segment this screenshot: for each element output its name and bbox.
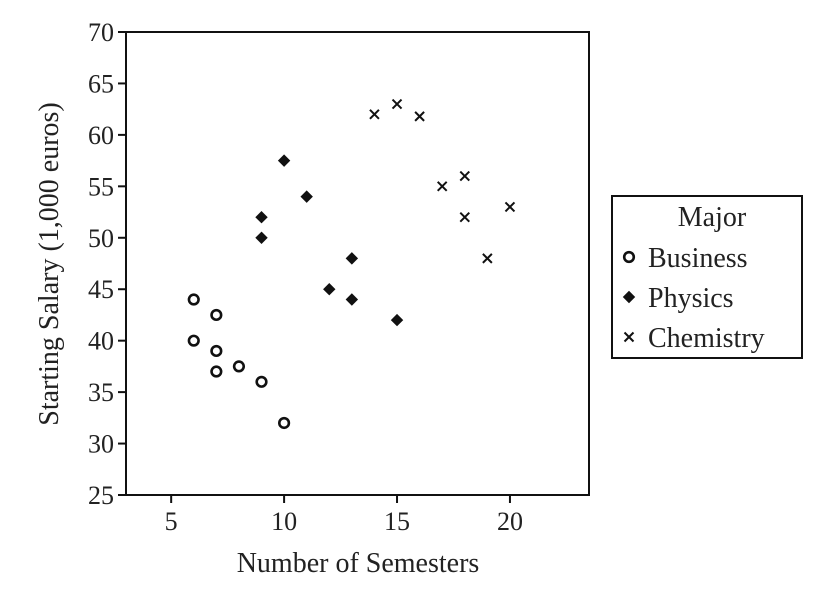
point-physics	[345, 293, 359, 306]
legend-label-business: Business	[648, 243, 748, 274]
point-chemistry	[459, 170, 470, 182]
point-chemistry	[436, 181, 448, 192]
x-tick-label: 20	[497, 507, 523, 536]
point-chemistry	[391, 98, 403, 110]
point-business	[210, 308, 223, 322]
point-chemistry	[504, 201, 516, 213]
point-chemistry	[369, 109, 380, 120]
point-physics	[390, 313, 404, 327]
legend-marker-physics	[622, 290, 636, 304]
plot-frame	[125, 31, 590, 496]
point-physics	[255, 210, 268, 224]
point-physics	[255, 231, 268, 244]
y-tick-label: 40	[88, 327, 114, 356]
x-axis-title: Number of Semesters	[237, 548, 480, 579]
point-business	[187, 334, 200, 347]
point-physics	[300, 190, 313, 203]
legend-items: Business Physics Chemistry	[622, 243, 765, 354]
axes: 25 30 35 40 45 50 55 60 65 70 5 10 15 20	[88, 18, 590, 536]
point-business	[232, 360, 246, 373]
legend-box	[611, 195, 803, 359]
legend-marker-business	[622, 250, 636, 264]
y-tick-label: 30	[88, 430, 114, 459]
y-tick-label: 65	[88, 69, 114, 98]
y-tick-label: 25	[88, 481, 114, 510]
point-chemistry	[482, 253, 493, 264]
y-tick-label: 60	[88, 121, 114, 150]
point-chemistry	[414, 111, 425, 122]
point-chemistry	[459, 211, 470, 223]
point-business	[210, 344, 223, 358]
point-physics	[323, 283, 336, 296]
point-business	[187, 293, 200, 306]
y-tick-label: 35	[88, 378, 114, 407]
legend: Major Business Physics Chemistry	[611, 195, 803, 359]
legend-title: Major	[678, 202, 747, 233]
legend-label-physics: Physics	[648, 283, 734, 314]
point-business	[277, 416, 291, 430]
point-physics	[345, 252, 359, 265]
point-business	[255, 375, 268, 388]
point-physics	[277, 154, 291, 167]
y-axis-title: Starting Salary (1,000 euros)	[34, 102, 65, 426]
x-tick-label: 15	[384, 507, 410, 536]
y-tick-label: 50	[88, 224, 114, 253]
x-tick-label: 10	[271, 507, 297, 536]
data-points	[187, 98, 516, 430]
y-tick-label: 70	[88, 18, 114, 47]
legend-marker-chemistry	[623, 331, 635, 343]
point-business	[210, 365, 223, 378]
legend-label-chemistry: Chemistry	[648, 323, 765, 354]
y-tick-label: 45	[88, 275, 114, 304]
x-tick-label: 5	[165, 507, 178, 536]
y-tick-label: 55	[88, 172, 114, 201]
